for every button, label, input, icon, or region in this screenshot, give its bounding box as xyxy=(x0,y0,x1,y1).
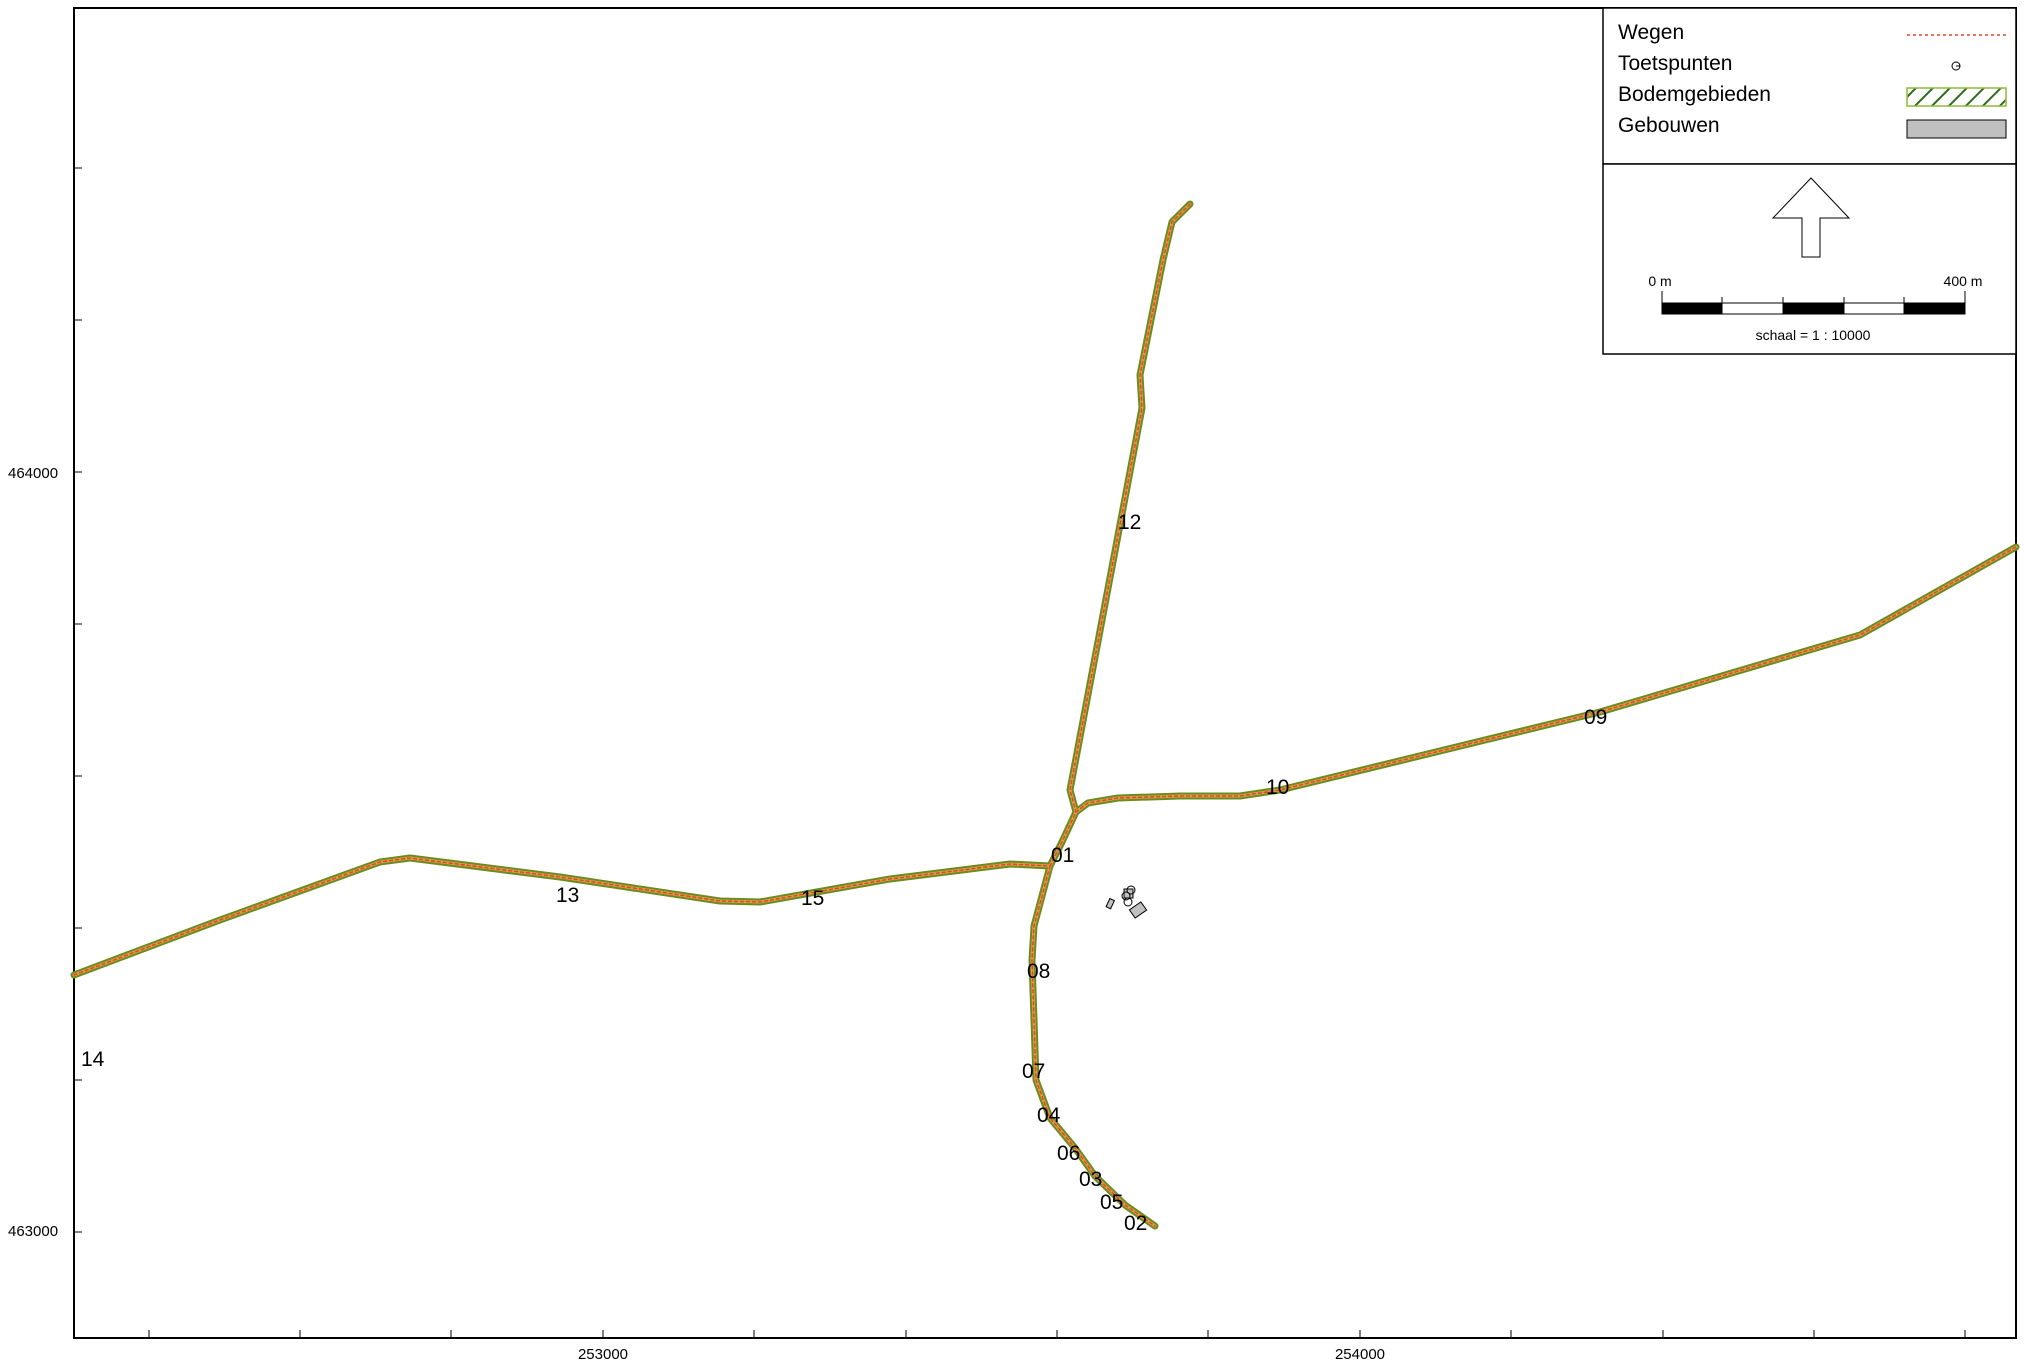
north-scale-panel: 0 m 400 m schaal = 1 : 10000 xyxy=(1602,163,2017,355)
building[interactable] xyxy=(1128,901,1148,919)
legend-label-test-points: Toetspunten xyxy=(1618,52,1732,75)
x-tick-label-254000: 254000 xyxy=(1335,1346,1385,1362)
scalebar xyxy=(1661,291,1966,315)
test-point-label-13[interactable]: 13 xyxy=(556,884,579,907)
scalebar-end-label: 400 m xyxy=(1944,273,1983,289)
legend-swatch-soil-areas xyxy=(1906,87,2007,107)
test-point-marker[interactable] xyxy=(1123,897,1133,907)
test-point-label-03[interactable]: 03 xyxy=(1079,1168,1102,1191)
y-tick-label-463000: 463000 xyxy=(8,1223,58,1240)
x-axis-ticks xyxy=(148,1330,1966,1338)
y-axis-ticks xyxy=(74,167,82,1233)
legend-label-buildings: Gebouwen xyxy=(1618,114,1720,137)
test-point-label-15[interactable]: 15 xyxy=(801,887,824,910)
building[interactable] xyxy=(1105,897,1116,910)
test-point-label-02[interactable]: 02 xyxy=(1124,1212,1147,1235)
test-point-label-01[interactable]: 01 xyxy=(1051,844,1074,867)
test-point-label-07[interactable]: 07 xyxy=(1022,1060,1045,1083)
test-point-label-14[interactable]: 14 xyxy=(81,1048,105,1071)
road-lines xyxy=(73,203,2017,1227)
test-point-label-05[interactable]: 05 xyxy=(1100,1191,1123,1214)
legend-label-soil-areas: Bodemgebieden xyxy=(1618,83,1771,106)
road-network xyxy=(70,200,2020,1230)
test-point-label-12[interactable]: 12 xyxy=(1118,511,1141,534)
test-point-label-04[interactable]: 04 xyxy=(1037,1104,1061,1127)
test-point-marker[interactable] xyxy=(1126,885,1136,895)
test-point-label-06[interactable]: 06 xyxy=(1057,1142,1080,1165)
test-point-labels: 01 02 03 04 05 06 07 08 09 10 12 13 14 1… xyxy=(81,511,1607,1235)
test-point-marker[interactable] xyxy=(1121,891,1131,901)
legend-label-roads: Wegen xyxy=(1618,21,1684,44)
scale-ratio-text: schaal = 1 : 10000 xyxy=(1756,327,1871,343)
test-point-markers-cluster xyxy=(1121,885,1136,907)
y-tick-label-464000: 464000 xyxy=(8,465,58,482)
scalebar-start-label: 0 m xyxy=(1648,273,1671,289)
legend-panel: Wegen Toetspunten Bodemgebieden Gebouwen xyxy=(1602,7,2017,165)
test-point-label-10[interactable]: 10 xyxy=(1266,776,1289,799)
legend-swatch-buildings xyxy=(1906,119,2007,139)
x-tick-label-253000: 253000 xyxy=(578,1346,628,1362)
north-arrow-icon xyxy=(1771,177,1851,258)
test-point-label-09[interactable]: 09 xyxy=(1584,706,1607,729)
test-point-label-08[interactable]: 08 xyxy=(1027,960,1050,983)
